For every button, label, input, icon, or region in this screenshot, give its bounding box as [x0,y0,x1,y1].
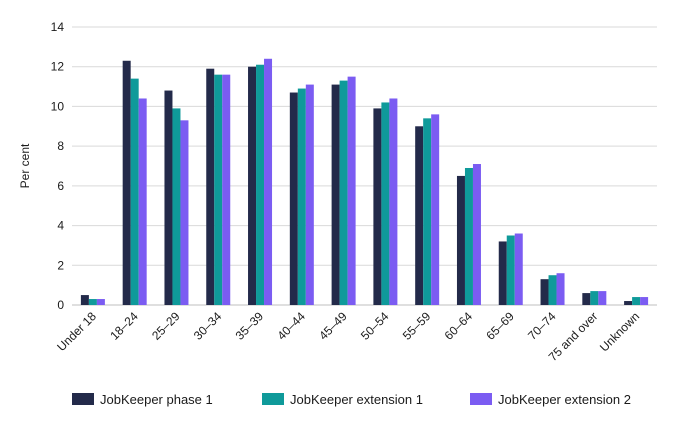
legend: JobKeeper phase 1 JobKeeper extension 1 Jo… [72,392,631,407]
x-tick-label: 65–69 [483,309,517,343]
x-tick-label: 18–24 [107,309,141,343]
bar-jobkeeper-phase-1-unknown [624,301,633,305]
bar-jobkeeper-phase-1-75-and-over [582,293,591,305]
bar-jobkeeper-extension-2-55-59 [431,114,440,305]
bar-jobkeeper-extension-2-45-49 [347,76,356,306]
bar-jobkeeper-extension-2-60-64 [472,164,481,305]
y-tick-label: 0 [57,298,64,312]
bar-jobkeeper-extension-1-75-and-over [590,291,599,305]
x-tick-label: 50–54 [358,309,392,343]
bar-jobkeeper-phase-1-25-29 [164,90,173,306]
x-tick-label: 70–74 [525,309,559,343]
legend-label-jobkeeper-extension-1: JobKeeper extension 1 [290,392,423,407]
y-tick-label: 4 [57,219,64,233]
bar-jobkeeper-extension-2-35-39 [264,58,273,306]
bar-jobkeeper-phase-1-35-39 [248,66,257,305]
legend-swatch-jobkeeper-phase-1 [72,393,94,405]
bar-jobkeeper-phase-1-60-64 [456,175,465,305]
bar-jobkeeper-extension-1-50-54 [381,102,390,305]
bar-jobkeeper-extension-2-70-74 [556,273,565,305]
x-tick-label: 55–59 [400,309,434,343]
bars [80,58,649,306]
bar-jobkeeper-extension-1-35-39 [256,64,265,305]
gridlines [72,26,657,306]
bar-jobkeeper-phase-1-40-44 [289,92,298,306]
bar-jobkeeper-phase-1-65-69 [498,241,507,305]
x-tick-label: 25–29 [149,309,183,343]
bar-jobkeeper-phase-1-70-74 [540,279,549,305]
y-axis-ticks: 0 2 4 6 8 10 12 14 [51,20,65,312]
x-tick-label: 40–44 [274,309,308,343]
y-tick-label: 2 [57,258,64,272]
y-axis-title: Per cent [18,143,32,188]
y-tick-label: 10 [51,99,65,113]
bar-jobkeeper-extension-1-65-69 [506,235,515,305]
bar-jobkeeper-phase-1-under-18 [80,295,89,305]
bar-jobkeeper-phase-1-18-24 [122,60,131,305]
bar-jobkeeper-extension-2-18-24 [138,98,147,305]
bar-jobkeeper-extension-1-under-18 [88,299,97,305]
x-tick-label: 30–34 [191,309,225,343]
x-tick-label: 45–49 [316,309,350,343]
legend-label-jobkeeper-phase-1: JobKeeper phase 1 [100,392,213,407]
bar-jobkeeper-phase-1-50-54 [373,108,382,306]
y-tick-label: 8 [57,139,64,153]
x-tick-label: Under 18 [54,309,99,354]
bar-jobkeeper-extension-1-45-49 [339,80,348,305]
bar-jobkeeper-extension-2-40-44 [305,84,314,305]
y-tick-label: 14 [51,20,65,34]
y-tick-label: 6 [57,179,64,193]
bar-jobkeeper-extension-1-18-24 [130,78,139,305]
x-tick-label: Unknown [597,309,642,354]
bar-jobkeeper-phase-1-45-49 [331,84,340,305]
bar-jobkeeper-extension-2-30-34 [222,74,231,306]
bar-jobkeeper-extension-1-30-34 [214,74,223,306]
legend-swatch-jobkeeper-extension-2 [470,393,492,405]
bar-jobkeeper-extension-1-25-29 [172,108,181,306]
bar-jobkeeper-phase-1-55-59 [415,126,424,306]
bar-jobkeeper-extension-2-65-69 [514,233,523,305]
bar-jobkeeper-extension-2-25-29 [180,120,189,305]
bar-jobkeeper-extension-1-70-74 [548,275,557,305]
bar-jobkeeper-extension-1-unknown [632,297,641,305]
bar-jobkeeper-phase-1-30-34 [206,68,215,305]
legend-swatch-jobkeeper-extension-1 [262,393,284,405]
x-axis-ticks: Under 18 18–24 25–29 30–34 35–39 40–44 45–49 50… [54,309,642,364]
x-tick-label: 35–39 [233,309,267,343]
bar-jobkeeper-extension-1-40-44 [297,88,306,305]
bar-jobkeeper-extension-1-55-59 [423,118,432,305]
bar-jobkeeper-extension-2-50-54 [389,98,398,305]
bar-jobkeeper-extension-2-unknown [640,297,649,305]
bar-jobkeeper-extension-2-under-18 [96,299,105,305]
x-tick-label: 60–64 [442,309,476,343]
y-tick-label: 12 [51,60,65,74]
legend-label-jobkeeper-extension-2: JobKeeper extension 2 [498,392,631,407]
bar-jobkeeper-extension-1-60-64 [464,167,473,305]
bar-jobkeeper-extension-2-75-and-over [598,291,607,305]
